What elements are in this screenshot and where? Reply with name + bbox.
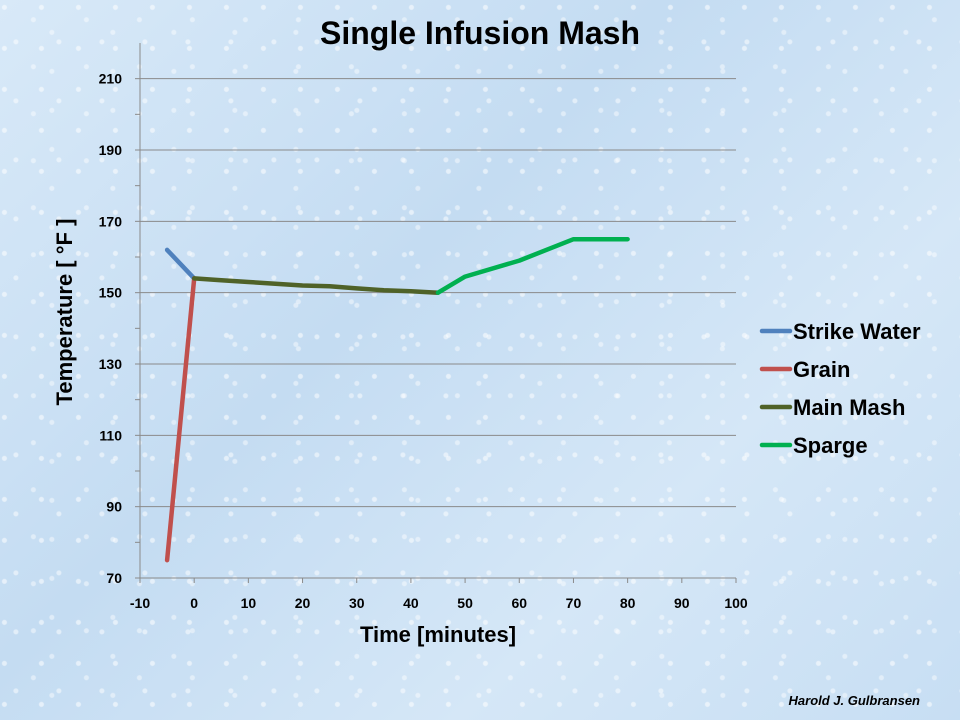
y-tick-label: 150 xyxy=(99,285,123,301)
x-tick-label: 80 xyxy=(620,595,636,611)
x-tick-label: 30 xyxy=(349,595,365,611)
series-line-grain xyxy=(164,276,197,563)
y-tick-label: 210 xyxy=(99,71,123,87)
x-tick-label: 10 xyxy=(241,595,257,611)
axes xyxy=(135,43,737,583)
x-tick-label: 20 xyxy=(295,595,311,611)
legend: Strike Water Grain Main Mash Sparge xyxy=(759,319,921,458)
series-lines xyxy=(164,236,630,563)
legend-label: Main Mash xyxy=(793,395,905,420)
legend-label: Strike Water xyxy=(793,319,921,344)
chart-title: Single Infusion Mash xyxy=(320,15,640,51)
gridlines xyxy=(140,78,736,508)
y-tick-label: 190 xyxy=(99,142,123,158)
y-tick-label: 110 xyxy=(99,427,122,443)
series-line-strike-water xyxy=(164,247,197,281)
legend-label: Grain xyxy=(793,357,850,382)
y-axis-label: Temperature [ °F ] xyxy=(52,219,77,406)
x-tick-label: 40 xyxy=(403,595,419,611)
x-tick-label: -10 xyxy=(130,595,150,611)
x-axis-label: Time [minutes] xyxy=(360,622,516,647)
y-tick-label: 170 xyxy=(99,213,123,229)
author-credit: Harold J. Gulbransen xyxy=(788,693,920,708)
x-tick-label: 90 xyxy=(674,595,690,611)
y-tick-label: 130 xyxy=(99,356,123,372)
x-tick-label: 60 xyxy=(511,595,527,611)
series-line-main-mash xyxy=(191,276,441,295)
y-tick-label: 90 xyxy=(106,499,122,515)
series-line-sparge xyxy=(435,236,630,295)
x-tick-label: 0 xyxy=(190,595,198,611)
legend-label: Sparge xyxy=(793,433,868,458)
x-tick-label: 100 xyxy=(724,595,748,611)
y-tick-label: 70 xyxy=(106,570,122,586)
x-tick-label: 70 xyxy=(566,595,582,611)
tick-labels: 70 90 110 130 150 170 190 210 -10 0 10 20 30 40 50 60 70… xyxy=(99,71,748,611)
x-tick-label: 50 xyxy=(457,595,473,611)
